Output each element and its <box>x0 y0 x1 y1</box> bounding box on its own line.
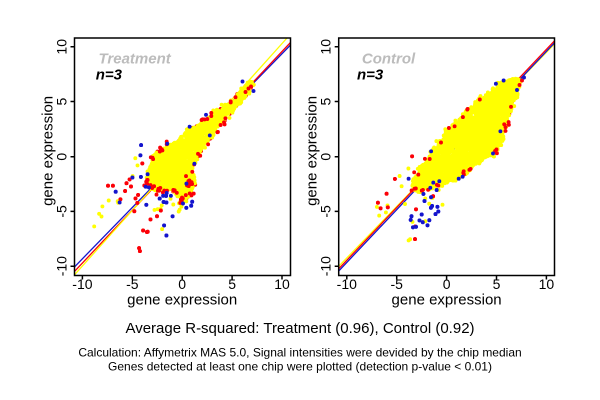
svg-text:5: 5 <box>493 276 501 292</box>
svg-text:0: 0 <box>54 153 70 161</box>
svg-text:0: 0 <box>443 276 451 292</box>
svg-text:10: 10 <box>318 39 334 55</box>
svg-text:n=3: n=3 <box>96 67 123 84</box>
svg-text:Treatment: Treatment <box>99 51 172 68</box>
svg-text:0: 0 <box>318 153 334 161</box>
svg-text:Genes detected at least one ch: Genes detected at least one chip were pl… <box>108 360 492 374</box>
svg-text:0: 0 <box>178 276 186 292</box>
svg-text:5: 5 <box>228 276 236 292</box>
svg-text:-10: -10 <box>72 276 92 292</box>
svg-text:-5: -5 <box>318 205 334 218</box>
svg-text:5: 5 <box>318 97 334 105</box>
svg-text:n=3: n=3 <box>357 67 384 84</box>
svg-text:10: 10 <box>274 276 290 292</box>
svg-text:-5: -5 <box>54 205 70 218</box>
svg-text:gene expression: gene expression <box>40 96 57 206</box>
svg-text:5: 5 <box>54 97 70 105</box>
svg-text:Average R-squared: Treatment (: Average R-squared: Treatment (0.96), Con… <box>125 320 474 337</box>
svg-text:Control: Control <box>362 51 416 68</box>
svg-text:gene expression: gene expression <box>392 292 502 309</box>
svg-text:gene expression: gene expression <box>127 292 237 309</box>
svg-text:10: 10 <box>539 276 555 292</box>
svg-text:Calculation: Affymetrix MAS 5.: Calculation: Affymetrix MAS 5.0, Signal … <box>78 346 521 360</box>
svg-text:-5: -5 <box>390 276 403 292</box>
svg-text:-10: -10 <box>337 276 357 292</box>
svg-text:-10: -10 <box>318 256 334 276</box>
svg-text:10: 10 <box>54 39 70 55</box>
svg-text:-10: -10 <box>54 256 70 276</box>
svg-text:gene expression: gene expression <box>304 96 321 206</box>
svg-text:-5: -5 <box>126 276 139 292</box>
